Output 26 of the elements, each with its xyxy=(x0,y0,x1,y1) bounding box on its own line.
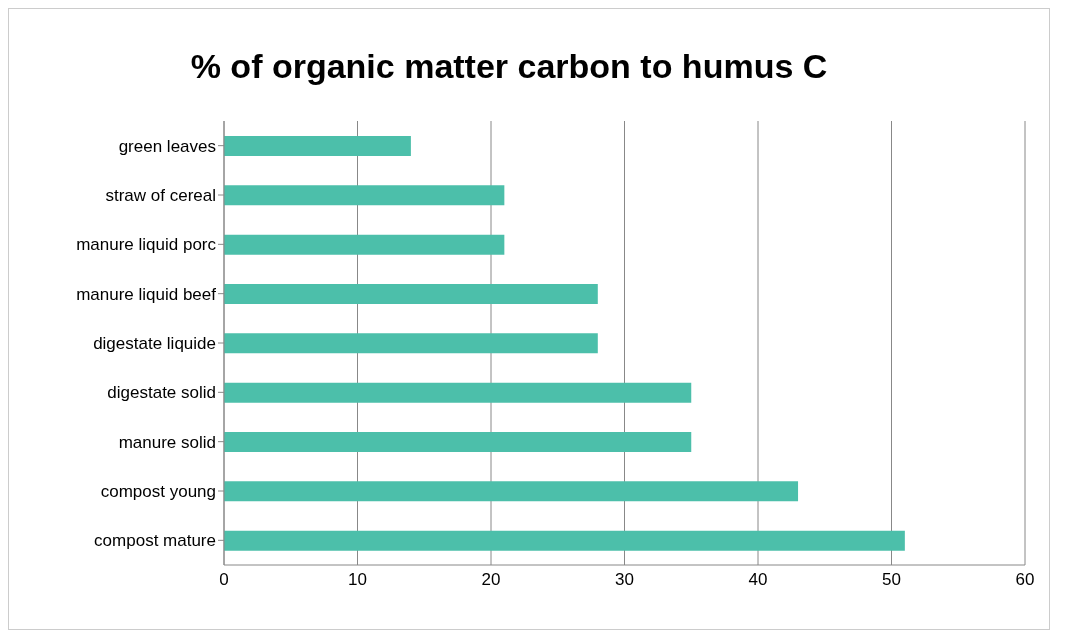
y-tick-label: manure solid xyxy=(118,432,216,452)
x-tick-label: 30 xyxy=(615,570,634,590)
y-tick-label: digestate solid xyxy=(107,383,216,403)
y-tick-label: compost mature xyxy=(94,531,216,551)
y-tick-label: compost young xyxy=(100,482,216,502)
y-tick-label: digestate liquide xyxy=(93,334,216,354)
bar xyxy=(224,530,905,551)
bar xyxy=(224,185,505,206)
bar xyxy=(224,136,411,156)
y-tick-label: manure liquid beef xyxy=(76,284,217,304)
chart-title: % of organic matter carbon to humus C xyxy=(189,46,829,85)
bar xyxy=(224,234,505,255)
y-tick-label: straw of cereal xyxy=(105,186,216,206)
y-tick-label: green leaves xyxy=(118,136,216,156)
x-tick-label: 20 xyxy=(481,570,501,590)
x-tick-label: 40 xyxy=(748,570,768,590)
x-tick-label: 10 xyxy=(348,570,367,590)
x-tick-label: 60 xyxy=(1015,570,1035,590)
bar xyxy=(224,481,799,502)
y-tick-label: manure liquid porc xyxy=(76,235,217,255)
bar xyxy=(224,382,692,403)
bar xyxy=(224,333,598,354)
x-tick-label: 50 xyxy=(882,570,901,590)
x-tick-label: 0 xyxy=(219,570,229,590)
bar xyxy=(224,432,692,452)
bar xyxy=(224,284,598,304)
